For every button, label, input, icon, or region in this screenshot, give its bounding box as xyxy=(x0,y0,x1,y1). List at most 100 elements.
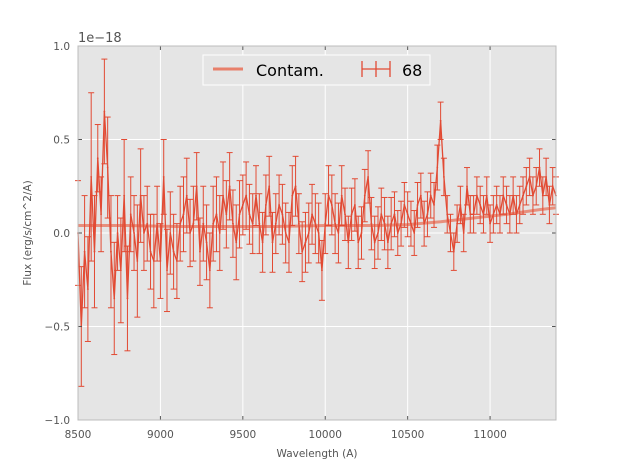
plot-frame xyxy=(77,45,557,421)
data-point xyxy=(334,222,337,225)
legend-errorbar-swatch xyxy=(361,61,391,77)
data-point xyxy=(499,213,501,216)
data-point xyxy=(324,222,327,225)
data-point xyxy=(218,232,221,234)
data-point xyxy=(83,250,86,253)
data-point xyxy=(228,185,231,188)
data-point xyxy=(548,204,551,206)
data-point xyxy=(466,185,468,188)
data-point xyxy=(373,241,376,244)
data-point xyxy=(288,241,290,244)
data-point xyxy=(479,204,482,206)
data-point xyxy=(179,222,182,225)
y-tick-label: −1.0 xyxy=(45,415,71,427)
data-point xyxy=(113,297,116,300)
spectrum-line xyxy=(77,111,557,327)
data-point xyxy=(251,222,254,225)
x-tick-label: 8500 xyxy=(65,429,92,441)
data-point xyxy=(383,222,386,225)
data-point xyxy=(255,194,257,197)
data-point xyxy=(126,297,129,300)
data-point xyxy=(301,250,304,253)
data-point xyxy=(162,176,165,178)
data-point xyxy=(129,213,132,216)
legend-contam-label: Contam. xyxy=(256,61,324,80)
data-point xyxy=(439,119,442,122)
data-point xyxy=(212,222,215,225)
data-point xyxy=(307,232,310,234)
data-point xyxy=(495,204,498,206)
data-point xyxy=(367,176,369,178)
data-point xyxy=(472,213,475,216)
x-tick-label: 10500 xyxy=(391,429,424,441)
data-point xyxy=(119,269,122,272)
data-point xyxy=(93,250,96,253)
data-point xyxy=(139,194,142,197)
data-point xyxy=(416,204,419,206)
x-tick-label: 9000 xyxy=(147,429,174,441)
data-point xyxy=(235,241,238,244)
data-point xyxy=(426,213,429,216)
data-point xyxy=(482,213,485,216)
data-point xyxy=(208,269,211,272)
data-point xyxy=(344,213,346,216)
x-tick-label: 11000 xyxy=(473,429,506,441)
data-point xyxy=(380,213,383,216)
data-point xyxy=(459,204,462,206)
data-point xyxy=(515,213,518,216)
y-axis-label: Flux (erg/s/cm^2/A) xyxy=(22,180,34,285)
data-point xyxy=(215,213,218,216)
data-point xyxy=(156,222,159,225)
spectrum-layer xyxy=(75,58,559,387)
data-point xyxy=(232,222,234,225)
y-tick-label: 1.0 xyxy=(53,41,70,53)
data-point xyxy=(241,204,244,206)
data-point xyxy=(337,232,340,234)
data-point xyxy=(182,213,185,216)
data-point xyxy=(505,204,508,206)
data-point xyxy=(268,185,271,188)
data-point xyxy=(475,194,478,197)
data-point xyxy=(541,194,544,197)
data-point xyxy=(274,222,277,225)
legend-68-label: 68 xyxy=(402,61,422,80)
data-point xyxy=(96,157,99,160)
data-point xyxy=(195,185,198,188)
data-point xyxy=(363,194,366,197)
data-point xyxy=(159,260,162,262)
data-point xyxy=(330,204,333,206)
data-point xyxy=(485,194,488,197)
data-point xyxy=(245,194,248,197)
data-point xyxy=(452,250,455,253)
x-axis-label: Wavelength (A) xyxy=(276,448,357,460)
data-point xyxy=(133,232,135,234)
data-point xyxy=(370,222,373,225)
data-point xyxy=(393,213,396,216)
data-point xyxy=(545,176,548,178)
data-point xyxy=(532,194,534,197)
data-point xyxy=(413,232,416,234)
data-point xyxy=(248,213,251,216)
data-point xyxy=(189,232,191,234)
data-point xyxy=(192,222,195,225)
data-point xyxy=(429,194,432,197)
data-point xyxy=(340,194,343,197)
data-point xyxy=(321,269,323,272)
data-point xyxy=(281,213,284,216)
data-point xyxy=(152,260,155,262)
data-point xyxy=(360,232,363,234)
data-point xyxy=(314,222,317,225)
data-point xyxy=(518,204,521,206)
data-point xyxy=(492,213,495,216)
y-tick-label: 0.0 xyxy=(53,228,70,240)
data-point xyxy=(205,241,208,244)
data-point xyxy=(143,232,145,234)
data-point xyxy=(502,194,505,197)
data-point xyxy=(456,222,459,225)
data-point xyxy=(436,166,439,169)
data-point xyxy=(172,250,175,253)
data-point xyxy=(354,204,356,206)
data-point xyxy=(169,232,172,234)
data-point xyxy=(528,176,531,178)
